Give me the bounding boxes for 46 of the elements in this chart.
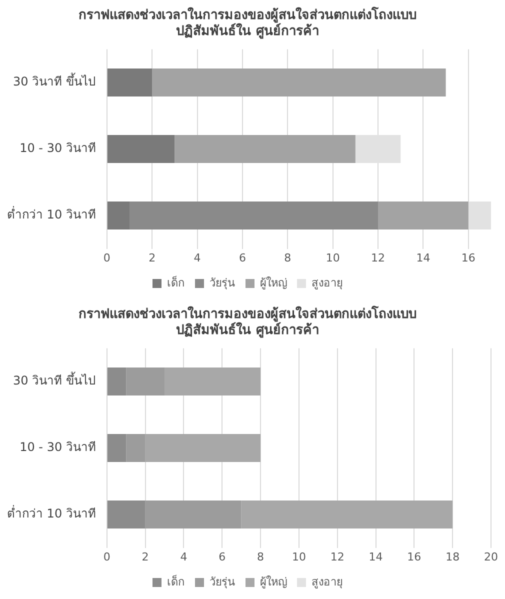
x-tick-label: 10 bbox=[326, 251, 340, 264]
legend-label: สูงอายุ bbox=[312, 575, 342, 588]
y-tick-label: ต่ำกว่า 10 วินาที bbox=[6, 504, 96, 521]
bar bbox=[129, 202, 378, 230]
y-tick-label: 30 วินาที ขึ้นไป bbox=[12, 72, 96, 89]
bar bbox=[152, 68, 446, 96]
chart-title: กราฟแสดงช่วงเวลาในการมองของผู้สนใจส่วนตกแต่งโถงแบบ ปฏิสัมพันธ์ใน ศูนย์การค้า bbox=[78, 305, 416, 338]
bar bbox=[107, 202, 130, 230]
legend-label: วัยรุ่น bbox=[210, 575, 236, 588]
bar bbox=[174, 135, 356, 163]
legend-label: เด็ก bbox=[167, 275, 185, 290]
x-tick-label: 16 bbox=[407, 550, 422, 564]
y-tick-label: 10 - 30 วินาที bbox=[20, 141, 96, 156]
x-tick-label: 18 bbox=[446, 550, 460, 564]
y-tick-label: ต่ำกว่า 10 วินาที bbox=[6, 206, 96, 222]
x-tick-label: 2 bbox=[142, 550, 149, 564]
x-tick-label: 16 bbox=[461, 251, 476, 264]
x-tick-label: 8 bbox=[257, 550, 264, 564]
chart-title: กราฟแสดงช่วงเวลาในการมองของผู้สนใจส่วนตกแต่งโถงแบบ ปฏิสัมพันธ์ใน ศูนย์การค้า bbox=[78, 6, 416, 39]
y-tick-label: 10 - 30 วินาที bbox=[20, 440, 96, 454]
bar bbox=[107, 434, 126, 462]
bar bbox=[107, 367, 126, 396]
x-tick-label: 20 bbox=[484, 550, 498, 564]
y-tick-label: 30 วินาที ขึ้นไป bbox=[12, 372, 96, 388]
x-tick-label: 12 bbox=[371, 251, 386, 264]
x-tick-label: 10 bbox=[292, 550, 306, 564]
x-tick-label: 4 bbox=[180, 550, 188, 564]
x-tick-label: 12 bbox=[330, 550, 344, 564]
bar bbox=[107, 500, 146, 529]
x-tick-label: 6 bbox=[218, 550, 226, 564]
x-tick-label: 0 bbox=[103, 251, 110, 264]
legend-label: เด็ก bbox=[167, 574, 185, 588]
x-tick-label: 14 bbox=[368, 550, 383, 564]
x-tick-label: 6 bbox=[238, 251, 246, 264]
legend-label: สูงอายุ bbox=[312, 276, 342, 290]
legend-label: ผู้ใหญ่ bbox=[260, 575, 287, 588]
legend-label: วัยรุ่น bbox=[210, 276, 236, 290]
bar bbox=[378, 202, 468, 230]
x-tick-label: 0 bbox=[103, 550, 110, 564]
x-tick-label: 8 bbox=[284, 251, 292, 264]
x-tick-label: 14 bbox=[416, 251, 430, 264]
bar bbox=[107, 68, 152, 96]
bar bbox=[107, 135, 175, 163]
legend-label: ผู้ใหญ่ bbox=[260, 276, 287, 290]
x-tick-label: 2 bbox=[148, 251, 156, 264]
x-tick-label: 4 bbox=[194, 251, 201, 264]
